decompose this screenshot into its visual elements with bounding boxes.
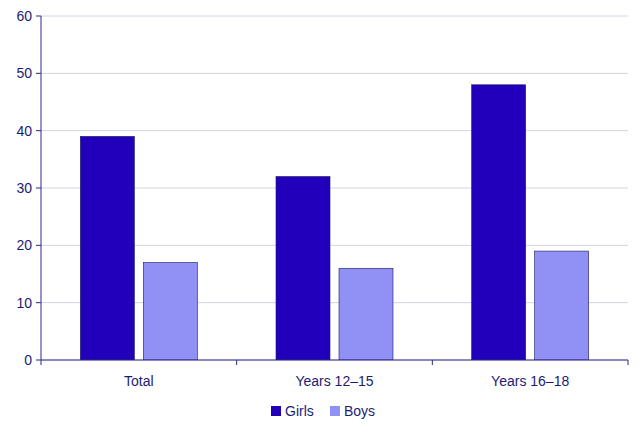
- legend-swatch: [271, 406, 281, 416]
- bars: [80, 85, 588, 360]
- y-tick: [36, 130, 41, 131]
- y-tick: [36, 16, 41, 17]
- legend-label: Girls: [285, 403, 314, 419]
- grid-line: [41, 73, 628, 74]
- grid-line: [41, 360, 628, 361]
- y-tick: [36, 245, 41, 246]
- y-tick: [36, 73, 41, 74]
- bar: [276, 177, 330, 360]
- grid-line: [41, 16, 628, 17]
- y-tick-label: 30: [16, 180, 32, 196]
- y-tick-label: 10: [16, 295, 32, 311]
- y-tick-label: 0: [24, 352, 32, 368]
- bar: [80, 136, 134, 360]
- legend-swatch: [330, 406, 340, 416]
- y-axis: [41, 16, 42, 360]
- x-tick: [432, 360, 433, 365]
- x-tick: [41, 360, 42, 365]
- x-tick-label: Years 12–15: [295, 373, 373, 389]
- y-tick: [36, 188, 41, 189]
- y-tick-label: 50: [16, 65, 32, 81]
- chart: 0 10 20 30 40 50 60 Total Years 12–15 Years 16–18…: [0, 0, 643, 434]
- bar: [339, 268, 393, 360]
- bar: [535, 251, 589, 360]
- x-axis: [41, 360, 628, 361]
- grid-line: [41, 130, 628, 131]
- y-tick-label: 40: [16, 123, 32, 139]
- x-tick-label: Total: [124, 373, 154, 389]
- y-tick: [36, 302, 41, 303]
- x-tick: [236, 360, 237, 365]
- y-tick-label: 20: [16, 237, 32, 253]
- x-tick: [628, 360, 629, 365]
- bar: [143, 263, 197, 360]
- bar: [472, 85, 526, 360]
- x-tick-label: Years 16–18: [491, 373, 569, 389]
- y-tick-label: 60: [16, 8, 32, 24]
- legend-label: Boys: [344, 403, 375, 419]
- legend: Girls Boys: [271, 403, 375, 419]
- y-tick: [36, 360, 41, 361]
